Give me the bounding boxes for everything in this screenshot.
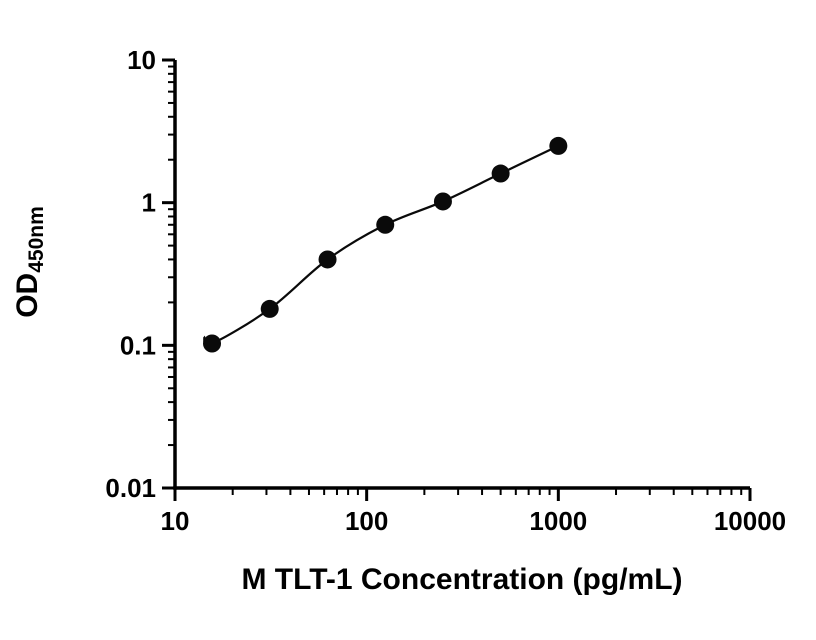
y-tick-label: 10 bbox=[127, 45, 156, 75]
y-axis-title-subscript: 450nm bbox=[25, 206, 48, 273]
y-axis-title-main: OD bbox=[11, 272, 44, 318]
data-point bbox=[318, 250, 337, 269]
x-axis-title: M TLT-1 Concentration (pg/mL) bbox=[241, 563, 683, 596]
data-point bbox=[376, 215, 395, 234]
x-tick-label: 10 bbox=[161, 506, 190, 536]
x-tick-label: 1000 bbox=[529, 506, 587, 536]
y-tick-label: 1 bbox=[142, 188, 156, 218]
data-point bbox=[491, 164, 510, 183]
y-tick-label: 0.1 bbox=[120, 330, 156, 360]
data-point bbox=[260, 299, 279, 318]
x-tick-label: 10000 bbox=[714, 506, 786, 536]
y-tick-label: 0.01 bbox=[105, 473, 156, 503]
data-point bbox=[433, 192, 452, 211]
x-tick-label: 100 bbox=[345, 506, 388, 536]
data-point bbox=[203, 334, 222, 353]
data-point bbox=[549, 136, 568, 155]
y-axis-title: OD450nm bbox=[11, 206, 49, 318]
